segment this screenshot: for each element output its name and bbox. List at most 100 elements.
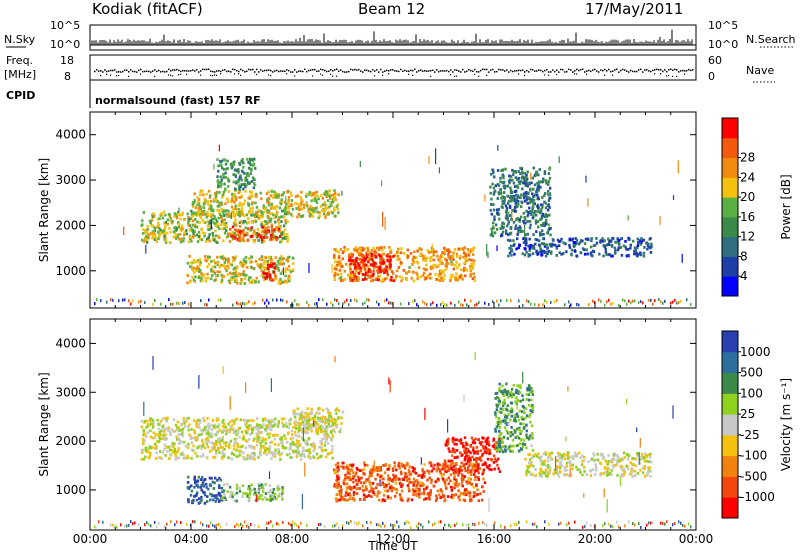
scatter-cell bbox=[467, 248, 469, 251]
scatter-cell bbox=[381, 258, 383, 261]
scatter-cell bbox=[452, 255, 454, 258]
scatter-cell bbox=[157, 222, 159, 225]
scatter-cell bbox=[496, 212, 498, 215]
scatter-cell bbox=[516, 233, 518, 236]
scatter-cell bbox=[473, 262, 475, 265]
scatter-cell bbox=[359, 469, 361, 472]
scatter-cell bbox=[528, 255, 530, 258]
scatter-cell bbox=[221, 496, 223, 499]
scatter-cell bbox=[352, 259, 354, 262]
scatter-cell bbox=[456, 253, 458, 256]
scatter-cell bbox=[265, 256, 267, 259]
scatter-cell bbox=[334, 260, 336, 263]
scatter-cell bbox=[235, 208, 237, 211]
scatter-cell bbox=[333, 198, 335, 201]
scatter-cell bbox=[416, 278, 418, 281]
scatter-cell bbox=[611, 237, 613, 240]
scatter-cell bbox=[216, 220, 218, 223]
freq-point bbox=[534, 70, 536, 72]
scatter-cell bbox=[505, 205, 507, 208]
scatter-cell bbox=[358, 276, 360, 279]
freq-point bbox=[390, 69, 392, 71]
colorbar-tick-label: 28 bbox=[740, 151, 755, 165]
nave-point bbox=[220, 73, 221, 74]
scatter-cell bbox=[187, 476, 189, 479]
noise-cell bbox=[384, 299, 386, 302]
scatter-cell bbox=[218, 217, 220, 220]
scatter-cell bbox=[365, 488, 367, 491]
freq-point bbox=[380, 69, 382, 71]
freq-point bbox=[226, 71, 228, 73]
scatter-cell bbox=[470, 263, 472, 266]
scatter-cell bbox=[465, 254, 467, 257]
streak-cell bbox=[559, 156, 560, 163]
noise-cell bbox=[598, 298, 600, 301]
freq-point bbox=[100, 70, 102, 72]
scatter-cell bbox=[152, 234, 154, 237]
scatter-cell bbox=[396, 251, 398, 254]
scatter-cell bbox=[267, 448, 269, 451]
freq-point bbox=[410, 70, 412, 72]
scatter-cell bbox=[320, 446, 322, 449]
freq-point bbox=[632, 71, 634, 73]
scatter-cell bbox=[520, 194, 522, 197]
scatter-cell bbox=[375, 486, 377, 489]
scatter-cell bbox=[220, 164, 222, 167]
scatter-cell bbox=[288, 277, 290, 280]
scatter-cell bbox=[269, 433, 271, 436]
scatter-cell bbox=[333, 189, 335, 192]
scatter-cell bbox=[540, 254, 542, 257]
scatter-cell bbox=[277, 443, 279, 446]
scatter-cell bbox=[281, 491, 283, 494]
scatter-cell bbox=[233, 214, 235, 217]
scatter-cell bbox=[539, 168, 541, 171]
scatter-cell bbox=[457, 489, 459, 492]
scatter-cell bbox=[265, 442, 267, 445]
scatter-cell bbox=[576, 255, 578, 258]
noise-cell bbox=[492, 300, 494, 303]
scatter-cell bbox=[581, 240, 583, 243]
freq-point bbox=[258, 71, 260, 73]
scatter-cell bbox=[360, 258, 362, 261]
scatter-cell bbox=[141, 224, 143, 227]
scatter-cell bbox=[212, 499, 214, 502]
freq-point bbox=[618, 71, 620, 73]
scatter-cell bbox=[513, 182, 515, 185]
scatter-cell bbox=[152, 232, 154, 235]
scatter-cell bbox=[283, 191, 285, 194]
scatter-cell bbox=[494, 190, 496, 193]
freq-point bbox=[180, 71, 182, 73]
scatter-cell bbox=[294, 202, 296, 205]
freq-point bbox=[654, 69, 656, 71]
scatter-cell bbox=[271, 226, 273, 229]
scatter-cell bbox=[356, 257, 358, 260]
scatter-cell bbox=[233, 193, 235, 196]
scatter-cell bbox=[302, 446, 304, 449]
scatter-cell bbox=[500, 235, 502, 238]
freq-point bbox=[364, 69, 366, 71]
scatter-cell bbox=[354, 263, 356, 266]
scatter-cell bbox=[536, 194, 538, 197]
scatter-cell bbox=[342, 462, 344, 465]
scatter-cell bbox=[374, 255, 376, 258]
scatter-cell bbox=[227, 185, 229, 188]
scatter-cell bbox=[364, 268, 366, 271]
scatter-cell bbox=[502, 174, 504, 177]
freq-point bbox=[420, 69, 422, 71]
scatter-cell bbox=[203, 235, 205, 238]
scatter-cell bbox=[548, 192, 550, 195]
scatter-cell bbox=[197, 436, 199, 439]
scatter-cell bbox=[272, 238, 274, 241]
streak-cell bbox=[178, 208, 179, 213]
scatter-cell bbox=[245, 492, 247, 495]
scatter-cell bbox=[496, 209, 498, 212]
scatter-cell bbox=[176, 217, 178, 220]
scatter-cell bbox=[152, 426, 154, 429]
noise-cell bbox=[648, 299, 650, 302]
nave-point bbox=[450, 74, 451, 75]
freq-point bbox=[340, 69, 342, 71]
scatter-cell bbox=[374, 262, 376, 265]
streak-cell bbox=[682, 254, 683, 263]
scatter-cell bbox=[236, 484, 238, 487]
freq-point bbox=[518, 70, 520, 72]
